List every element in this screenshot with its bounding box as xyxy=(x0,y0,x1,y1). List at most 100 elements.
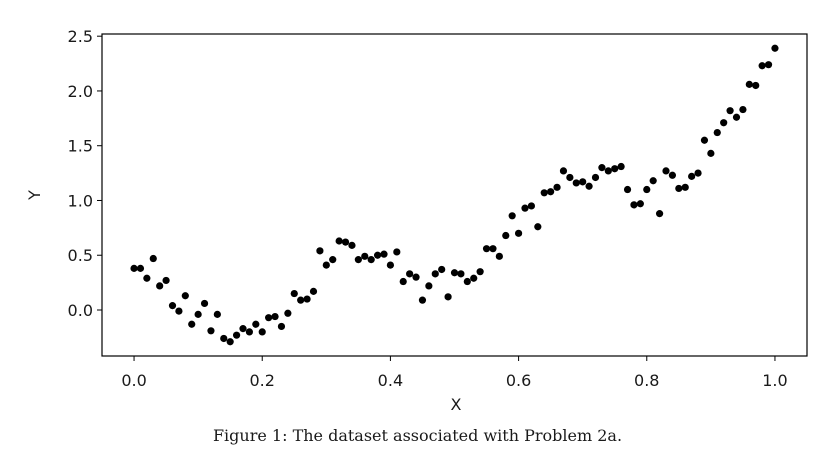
data-point xyxy=(232,331,241,339)
data-point xyxy=(277,322,286,331)
data-point xyxy=(284,309,292,317)
data-point xyxy=(502,231,510,240)
data-point xyxy=(175,307,183,315)
plot-area-frame xyxy=(101,33,808,357)
data-point xyxy=(130,264,138,272)
data-point xyxy=(553,183,561,191)
data-point xyxy=(598,164,606,172)
data-point xyxy=(194,310,202,318)
data-point xyxy=(444,293,452,301)
y-tick-label: 0.0 xyxy=(68,301,93,320)
y-tick-label: 2.5 xyxy=(68,27,93,46)
data-point xyxy=(604,167,612,175)
data-point xyxy=(752,81,760,90)
data-point xyxy=(470,274,478,282)
data-point xyxy=(482,245,491,253)
data-point xyxy=(406,270,414,278)
data-point xyxy=(476,268,484,276)
data-point xyxy=(162,276,170,285)
data-point xyxy=(200,299,209,308)
data-point xyxy=(745,80,753,88)
y-axis-ticks: 0.0 0.5 1.0 1.5 2.0 2.5 xyxy=(68,27,102,320)
y-tick-label: 2.0 xyxy=(68,82,93,101)
data-point xyxy=(623,185,632,194)
x-tick-label: 1.0 xyxy=(762,371,787,390)
data-point xyxy=(335,237,343,245)
data-point xyxy=(630,201,638,209)
data-point xyxy=(412,273,420,281)
data-point xyxy=(585,182,593,190)
x-tick-label: 0.6 xyxy=(506,371,531,390)
data-point xyxy=(694,169,702,177)
data-point xyxy=(367,256,375,264)
data-point xyxy=(361,252,369,260)
data-point xyxy=(188,320,196,328)
data-point xyxy=(579,178,587,186)
data-point xyxy=(271,312,279,321)
data-point xyxy=(265,314,273,322)
data-point xyxy=(739,105,747,114)
x-axis-label: X xyxy=(451,395,462,414)
x-axis-ticks: 0.0 0.2 0.4 0.6 0.8 1.0 xyxy=(121,356,788,390)
y-tick-label: 1.0 xyxy=(68,191,93,210)
data-point xyxy=(508,212,516,220)
data-point xyxy=(258,328,266,336)
data-point xyxy=(425,282,433,290)
x-tick-label: 0.4 xyxy=(378,371,403,390)
data-point xyxy=(303,295,311,303)
data-point xyxy=(611,165,619,173)
data-point xyxy=(136,264,145,272)
data-point xyxy=(450,269,459,277)
data-point xyxy=(726,107,734,115)
data-point xyxy=(373,251,382,259)
data-point xyxy=(181,292,189,300)
data-point xyxy=(226,338,234,346)
data-point xyxy=(572,179,580,187)
data-point xyxy=(720,119,728,127)
data-point xyxy=(143,274,151,282)
data-point xyxy=(149,254,157,263)
data-point xyxy=(380,250,388,258)
data-point xyxy=(418,296,427,304)
data-point xyxy=(534,223,542,231)
data-point xyxy=(463,277,471,286)
scatter-plot: 0.0 0.2 0.4 0.6 0.8 1.0 0.00.51.01.52.02.5 Y … xyxy=(25,27,808,414)
data-point xyxy=(213,310,221,318)
data-point xyxy=(252,320,260,328)
data-point xyxy=(354,256,362,264)
x-tick-label: 0.0 xyxy=(121,371,146,390)
data-point xyxy=(438,265,446,274)
data-point xyxy=(290,289,298,298)
data-point xyxy=(643,185,651,194)
data-point xyxy=(591,173,600,182)
data-point xyxy=(527,202,536,210)
data-point xyxy=(489,245,497,253)
y-tick-label: 1.5 xyxy=(68,137,93,156)
figure-caption: Figure 1: The dataset associated with Pr… xyxy=(212,426,623,445)
y-tick-label: 0.5 xyxy=(68,246,93,265)
data-point xyxy=(521,204,529,212)
y-axis-label: Y xyxy=(25,190,44,201)
data-point xyxy=(207,327,215,335)
x-tick-label: 0.8 xyxy=(634,371,659,390)
data-point xyxy=(688,172,696,180)
data-point xyxy=(668,171,677,179)
data-point xyxy=(156,282,164,290)
data-point xyxy=(457,270,465,278)
data-point xyxy=(386,261,395,269)
data-points xyxy=(130,44,779,346)
data-point xyxy=(514,229,523,237)
data-point xyxy=(393,248,401,256)
data-point xyxy=(540,189,548,197)
data-point xyxy=(168,302,177,310)
data-point xyxy=(675,184,683,193)
data-point xyxy=(547,188,555,196)
data-point xyxy=(431,270,439,278)
data-point xyxy=(341,238,350,246)
data-point xyxy=(329,256,337,264)
data-point xyxy=(566,173,574,182)
data-point xyxy=(309,287,318,295)
data-point xyxy=(713,128,721,137)
data-point xyxy=(655,210,664,218)
data-point xyxy=(707,149,715,157)
